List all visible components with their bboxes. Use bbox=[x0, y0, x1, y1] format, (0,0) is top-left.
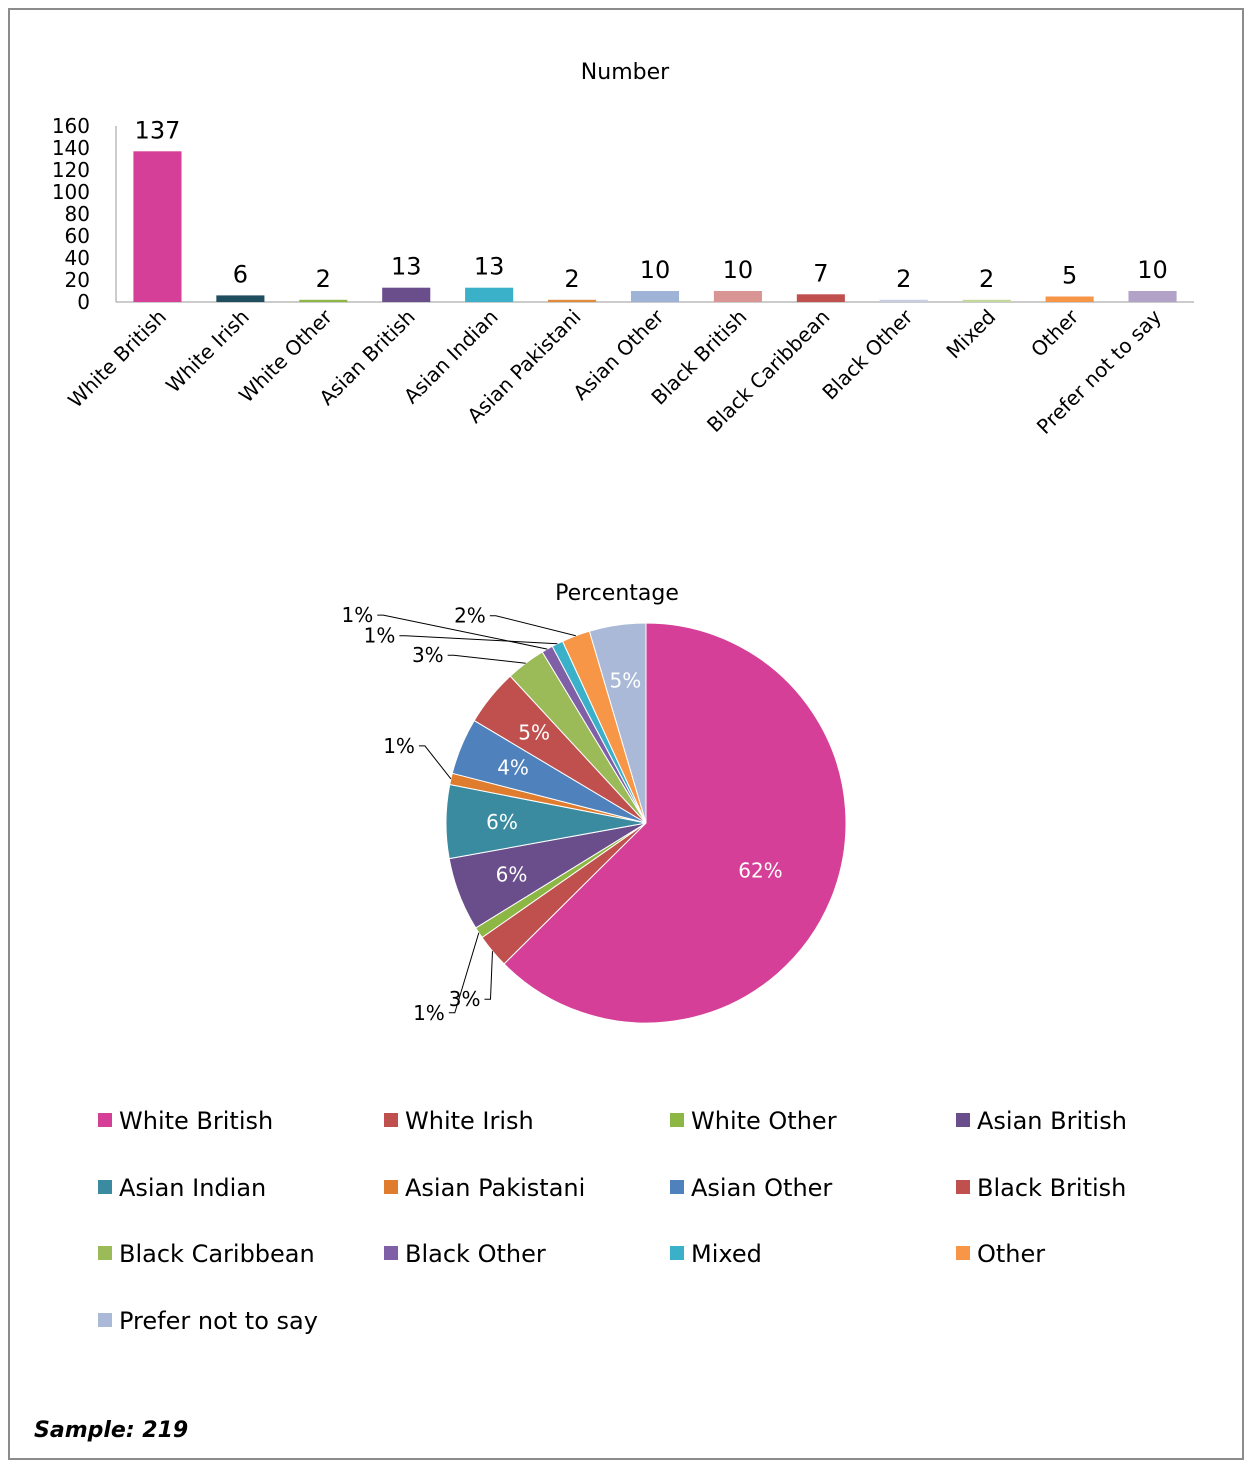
pie-slice bbox=[588, 622, 647, 824]
bar-data-label: 13 bbox=[391, 253, 422, 281]
legend-swatch bbox=[384, 1180, 398, 1194]
bar-data-label: 13 bbox=[474, 253, 505, 281]
bar bbox=[1128, 291, 1177, 302]
pie-leader-line bbox=[484, 951, 493, 1000]
legend-label: Asian Pakistani bbox=[405, 1174, 585, 1202]
legend-swatch bbox=[956, 1246, 970, 1260]
legend-swatch bbox=[956, 1113, 970, 1127]
pie-leader-line bbox=[377, 614, 548, 650]
y-tick-label: 140 bbox=[52, 136, 90, 160]
bar bbox=[299, 299, 348, 302]
legend-swatch bbox=[956, 1180, 970, 1194]
bar-chart-title: Number bbox=[581, 60, 670, 85]
bar bbox=[216, 295, 265, 302]
bar bbox=[548, 299, 597, 302]
pie-chart-title: Percentage bbox=[555, 581, 679, 606]
x-tick-label: Mixed bbox=[942, 305, 1001, 364]
bar-data-label: 2 bbox=[316, 265, 331, 293]
pie-leader-line bbox=[399, 635, 558, 645]
bar bbox=[796, 294, 845, 302]
bar-data-label: 7 bbox=[813, 259, 828, 287]
legend-swatch bbox=[98, 1246, 112, 1260]
pie-data-label: 3% bbox=[449, 987, 481, 1011]
pie-data-label: 5% bbox=[518, 720, 550, 744]
legend-label: Prefer not to say bbox=[119, 1307, 318, 1335]
pie-leader-line bbox=[489, 615, 576, 637]
legend-swatch bbox=[98, 1313, 112, 1327]
bar bbox=[879, 299, 928, 302]
pie-data-label: 5% bbox=[610, 668, 642, 692]
legend-label: Asian Other bbox=[691, 1174, 832, 1202]
bar-data-label: 2 bbox=[896, 265, 911, 293]
x-tick-label: Other bbox=[1026, 304, 1084, 362]
bar bbox=[465, 287, 514, 302]
legend-swatch bbox=[670, 1113, 684, 1127]
y-tick-label: 160 bbox=[52, 114, 90, 138]
bar-data-label: 2 bbox=[979, 265, 994, 293]
legend-swatch bbox=[98, 1113, 112, 1127]
y-tick-label: 20 bbox=[65, 268, 90, 292]
legend-label: Black British bbox=[977, 1174, 1126, 1202]
legend-swatch bbox=[384, 1246, 398, 1260]
bar-data-label: 10 bbox=[1137, 256, 1168, 284]
pie-leader-line bbox=[447, 654, 526, 664]
y-tick-label: 100 bbox=[52, 180, 90, 204]
pie-data-label: 1% bbox=[413, 1001, 445, 1025]
pie-legend: White British White Irish White Other Asian… bbox=[98, 1107, 1127, 1335]
pie-data-label: 3% bbox=[412, 643, 444, 667]
x-tick-label: White British bbox=[63, 305, 171, 413]
pie-leader-line bbox=[418, 745, 452, 780]
pie-data-label: 1% bbox=[383, 734, 415, 758]
bar bbox=[962, 299, 1011, 302]
legend-label: White Other bbox=[691, 1107, 837, 1135]
pie-data-label: 62% bbox=[738, 859, 782, 883]
bar-data-label: 2 bbox=[564, 265, 579, 293]
bar-data-label: 6 bbox=[233, 260, 248, 288]
pie-data-label: 2% bbox=[454, 604, 486, 628]
legend-swatch bbox=[384, 1113, 398, 1127]
bar-data-label: 10 bbox=[723, 256, 754, 284]
y-tick-label: 40 bbox=[65, 246, 90, 270]
y-tick-label: 80 bbox=[65, 202, 90, 226]
pie-data-label: 6% bbox=[486, 810, 518, 834]
bar-data-label: 10 bbox=[640, 256, 671, 284]
bar bbox=[133, 151, 182, 302]
x-tick-label: Black Other bbox=[817, 304, 917, 404]
pie-data-label: 4% bbox=[497, 756, 529, 780]
pie-slice bbox=[503, 622, 847, 1024]
legend-label: Asian British bbox=[977, 1107, 1127, 1135]
legend-label: Asian Indian bbox=[119, 1174, 266, 1202]
bar-data-label: 137 bbox=[135, 116, 181, 144]
bar bbox=[630, 291, 680, 302]
sample-size-note: Sample: 219 bbox=[34, 1418, 189, 1443]
legend-label: Black Caribbean bbox=[119, 1240, 315, 1268]
legend-swatch bbox=[670, 1180, 684, 1194]
pie-data-label: 1% bbox=[342, 603, 374, 627]
legend-swatch bbox=[670, 1246, 684, 1260]
legend-swatch bbox=[98, 1180, 112, 1194]
pie-leader-line bbox=[448, 932, 480, 1014]
legend-label: Black Other bbox=[405, 1240, 546, 1268]
chart-frame bbox=[8, 8, 1244, 1460]
bar bbox=[1045, 296, 1094, 302]
legend-label: White British bbox=[119, 1107, 273, 1135]
bar bbox=[713, 291, 762, 302]
y-tick-label: 0 bbox=[77, 290, 90, 314]
legend-label: White Irish bbox=[405, 1107, 534, 1135]
y-tick-label: 120 bbox=[52, 158, 90, 182]
y-tick-label: 60 bbox=[65, 224, 90, 248]
legend-label: Other bbox=[977, 1240, 1045, 1268]
legend-label: Mixed bbox=[691, 1240, 762, 1268]
bar bbox=[382, 287, 431, 302]
pie-data-label: 6% bbox=[496, 863, 528, 887]
pie-data-label: 1% bbox=[364, 624, 396, 648]
bar-data-label: 5 bbox=[1062, 262, 1077, 290]
